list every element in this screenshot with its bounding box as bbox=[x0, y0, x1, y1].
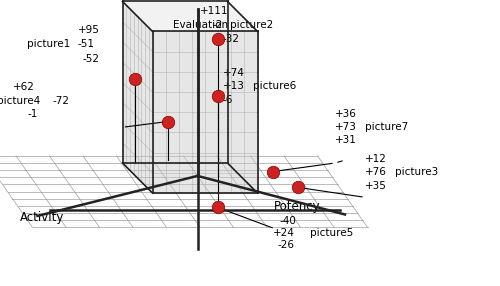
Text: -6: -6 bbox=[222, 95, 233, 105]
Text: +76: +76 bbox=[365, 167, 387, 177]
Text: -72: -72 bbox=[52, 96, 70, 106]
Text: -51: -51 bbox=[78, 39, 94, 49]
Text: picture6: picture6 bbox=[252, 82, 296, 91]
Polygon shape bbox=[122, 1, 152, 193]
Text: -40: -40 bbox=[279, 216, 296, 226]
Text: -26: -26 bbox=[278, 240, 294, 250]
Text: picture3: picture3 bbox=[395, 167, 438, 177]
Text: +24: +24 bbox=[272, 228, 294, 238]
Text: picture5: picture5 bbox=[310, 228, 353, 238]
Text: -32: -32 bbox=[222, 34, 240, 43]
Text: -52: -52 bbox=[82, 54, 100, 63]
Text: picture2: picture2 bbox=[230, 20, 273, 30]
Text: Evaluation: Evaluation bbox=[172, 20, 228, 30]
Text: picture7: picture7 bbox=[365, 122, 408, 132]
Text: +73: +73 bbox=[335, 122, 357, 132]
Text: +111: +111 bbox=[200, 7, 228, 16]
Polygon shape bbox=[122, 1, 258, 31]
Polygon shape bbox=[152, 31, 258, 193]
Text: +31: +31 bbox=[335, 135, 357, 145]
Text: +62: +62 bbox=[12, 82, 34, 92]
Text: +13: +13 bbox=[222, 82, 244, 91]
Text: +74: +74 bbox=[222, 68, 244, 78]
Text: +95: +95 bbox=[78, 25, 100, 35]
Text: Potency: Potency bbox=[274, 200, 321, 213]
Text: -2: -2 bbox=[212, 20, 222, 30]
Text: picture1: picture1 bbox=[28, 39, 71, 49]
Text: +12: +12 bbox=[365, 154, 387, 164]
Text: -1: -1 bbox=[28, 110, 38, 119]
Text: picture4: picture4 bbox=[0, 96, 41, 106]
Text: +35: +35 bbox=[365, 181, 387, 191]
Text: Activity: Activity bbox=[20, 211, 64, 225]
Text: +36: +36 bbox=[335, 110, 357, 119]
